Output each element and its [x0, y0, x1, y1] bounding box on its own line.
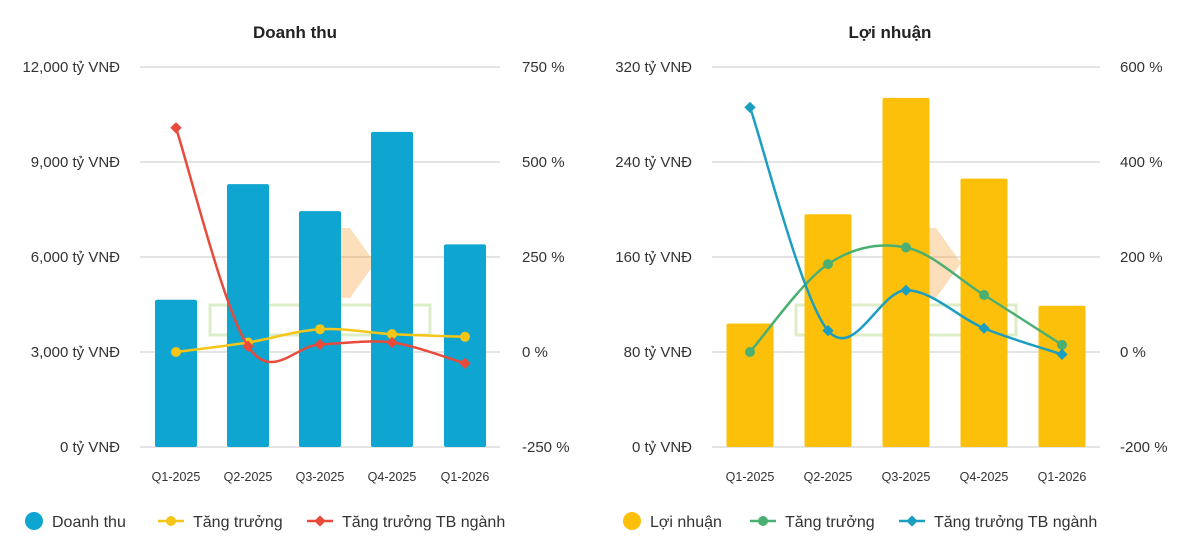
industry-growth-line-point: [386, 336, 398, 349]
growth-line-point: [315, 324, 325, 335]
growth-line-point: [1057, 339, 1067, 350]
industry-growth-line-point: [242, 340, 254, 352]
legend-marker: [758, 516, 768, 526]
y-right-tick-label: 400 %: [1120, 154, 1163, 171]
x-tick-label: Q3-2025: [882, 470, 931, 484]
legend-bar-swatch: [25, 512, 43, 530]
bar-q1-2025: [726, 323, 774, 447]
legend-label: Tăng trưởng TB ngành: [342, 514, 505, 531]
industry-growth-line: [748, 106, 1063, 356]
legend-label: Tăng trưởng TB ngành: [934, 514, 1097, 531]
y-right-tick-label: 500 %: [522, 154, 565, 171]
x-tick-label: Q3-2025: [296, 470, 345, 484]
y-right-tick-label: 600 %: [1120, 59, 1163, 76]
growth-line-point: [387, 329, 397, 340]
industry-growth-line-point: [170, 122, 182, 134]
y-right-tick-label: 0 %: [1120, 344, 1146, 361]
y-right-tick-label: 750 %: [522, 59, 565, 76]
industry-growth-line-point: [1056, 348, 1068, 361]
legend-marker: [314, 515, 326, 527]
bar-q1-2026: [444, 244, 486, 447]
y-right-tick-label: 200 %: [1120, 249, 1163, 266]
industry-growth-line-point: [744, 101, 756, 114]
chart-title: Lợi nhuận: [849, 23, 932, 42]
growth-line-point: [745, 347, 755, 357]
x-tick-label: Q2-2025: [804, 470, 853, 484]
legend-label: Tăng trưởng: [193, 514, 283, 531]
legend-marker: [166, 516, 176, 526]
industry-growth-line-point: [314, 338, 326, 351]
bar-q2-2025: [227, 184, 269, 447]
bar-q3-2025: [882, 97, 930, 447]
industry-growth-line-point: [822, 324, 834, 337]
chart-1: Doanh thu 0 tỷ VNĐ 3,000 tỷ VNĐ 6,000 tỷ VN…: [22, 23, 569, 531]
chart-2: Lợi nhuận 0 tỷ VNĐ 80 tỷ VNĐ 160 tỷ VNĐ 240 …: [615, 23, 1167, 531]
industry-growth-line: [174, 127, 466, 365]
growth-line-point: [901, 242, 911, 253]
x-tick-label: Q1-2026: [1038, 470, 1087, 484]
y-left-tick-label: 160 tỷ VNĐ: [615, 249, 692, 266]
growth-line-point: [460, 331, 470, 342]
legend-label: Doanh thu: [52, 514, 126, 531]
y-right-tick-label: 250 %: [522, 249, 565, 266]
legend-marker: [906, 515, 918, 527]
y-left-tick-label: 6,000 tỷ VNĐ: [31, 249, 120, 266]
bar-q1-2026: [1038, 305, 1086, 447]
y-left-tick-label: 80 tỷ VNĐ: [624, 344, 693, 361]
y-left-tick-label: 0 tỷ VNĐ: [60, 439, 120, 456]
y-right-tick-label: -250 %: [522, 439, 570, 456]
y-left-tick-label: 320 tỷ VNĐ: [615, 59, 692, 76]
x-tick-label: Q1-2025: [152, 470, 201, 484]
y-left-tick-label: 0 tỷ VNĐ: [632, 439, 692, 456]
bar-q4-2025: [371, 131, 413, 447]
chart-title: Doanh thu: [253, 23, 337, 42]
legend-label: Lợi nhuận: [650, 514, 722, 531]
x-tick-label: Q2-2025: [224, 470, 273, 484]
industry-growth-line-point: [459, 357, 471, 370]
industry-growth-line-point: [978, 322, 990, 334]
legend-bar-swatch: [623, 512, 641, 530]
bar-q4-2025: [960, 178, 1008, 447]
growth-line-point: [979, 290, 989, 300]
y-left-tick-label: 12,000 tỷ VNĐ: [22, 59, 120, 76]
growth-line-point: [823, 259, 833, 270]
x-tick-label: Q4-2025: [960, 470, 1009, 484]
x-tick-label: Q4-2025: [368, 470, 417, 484]
legend-label: Tăng trưởng: [785, 514, 875, 531]
bar-q1-2025: [155, 299, 197, 447]
industry-growth-line-point: [900, 284, 912, 296]
y-left-tick-label: 3,000 tỷ VNĐ: [31, 344, 120, 361]
y-right-tick-label: 0 %: [522, 344, 548, 361]
growth-line-point: [171, 347, 181, 357]
y-right-tick-label: -200 %: [1120, 439, 1168, 456]
x-tick-label: Q1-2026: [441, 470, 490, 484]
y-left-tick-label: 9,000 tỷ VNĐ: [31, 154, 120, 171]
y-left-tick-label: 240 tỷ VNĐ: [615, 154, 692, 171]
x-tick-label: Q1-2025: [726, 470, 775, 484]
